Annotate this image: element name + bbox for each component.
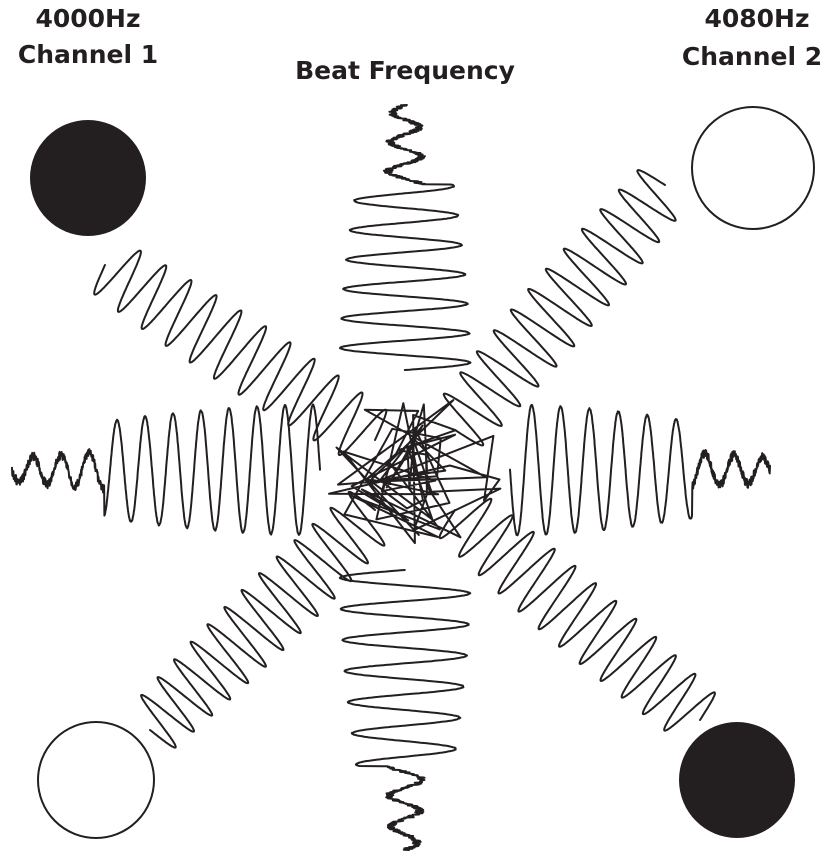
wave-channel-1-top bbox=[93, 249, 388, 456]
beat-wave-top bbox=[339, 104, 472, 371]
speaker-channel-2-lower bbox=[37, 721, 155, 839]
beat-wave-bottom bbox=[338, 569, 472, 851]
beat-frequency-label: Beat Frequency bbox=[295, 56, 515, 85]
beat-wave-right bbox=[509, 404, 771, 537]
beat-wave-left bbox=[11, 403, 321, 536]
speaker-channel-2 bbox=[691, 106, 815, 230]
wave-channel-1-bottom bbox=[438, 497, 716, 732]
wave-channel-2-bottom bbox=[140, 490, 386, 749]
channel-1-frequency: 4000Hz bbox=[35, 4, 140, 33]
speaker-channel-1-lower bbox=[679, 722, 795, 838]
channel-1-name: Channel 1 bbox=[18, 40, 158, 69]
wave-channel-2-top bbox=[442, 169, 677, 447]
waves bbox=[11, 104, 771, 851]
interference-tangle bbox=[328, 399, 502, 545]
channel-2-frequency: 4080Hz bbox=[704, 4, 809, 33]
channel-2-name: Channel 2 bbox=[682, 42, 822, 71]
speaker-channel-1 bbox=[30, 120, 146, 236]
